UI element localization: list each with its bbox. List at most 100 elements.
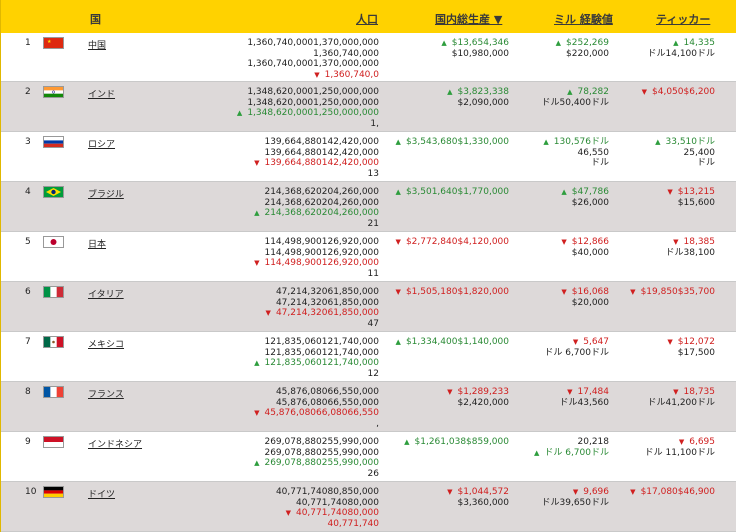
pop-cell: 45,876,08066,550,000 45,876,08066,550,000… (199, 387, 379, 429)
gdp-cell: $1,334,400$1,140,000 (379, 337, 509, 348)
country-link[interactable]: 中国 (88, 41, 107, 51)
pop-value: 1,360,740,0 (199, 70, 379, 81)
tic-value: $15,600 (677, 197, 715, 208)
mil-value: 78,282 (509, 87, 610, 98)
mil-value: $16,068 (509, 287, 609, 298)
tic-cell: $13,215$15,600 (615, 187, 715, 208)
mil-value: 17,484 (509, 387, 610, 398)
gdp-value: $3,543,680$1,330,000 (379, 137, 509, 148)
rank-number: 6 (25, 287, 31, 297)
table-row: 1 ★ 中国 1,360,740,0001,370,000,000 1,360,740,… (1, 33, 736, 82)
header-ticker-sort[interactable]: ティッカー (656, 13, 711, 26)
country-link[interactable]: ドイツ (88, 490, 116, 500)
gdp-value: $1,261,038$859,000 (379, 437, 509, 448)
header-gdp-sort[interactable]: 国内総生産 ▼ (435, 13, 503, 26)
tic-value: 18,735 (615, 387, 716, 398)
table-row: 7 メキシコ 121,835,060121,740,000 121,835,06012… (1, 332, 736, 382)
pop-value: 114,498,900126,920,000 (264, 247, 379, 258)
tic-value: ドル 11,100ドル (644, 447, 715, 458)
gdp-value: $1,505,180$1,820,000 (379, 287, 509, 298)
rank-number: 10 (25, 487, 37, 497)
mil-value: $26,000 (571, 197, 609, 208)
gdp-cell: $1,289,233$2,420,000 (379, 387, 509, 408)
pop-value: 269,078,880255,990,000 (264, 447, 379, 458)
gdp-cell: $1,261,038$859,000 (379, 437, 509, 448)
mil-value: $47,786 (509, 187, 609, 198)
tic-value: 14,335 (615, 38, 716, 49)
rank-number: 4 (25, 187, 31, 197)
country-link[interactable]: フランス (88, 390, 124, 400)
russia-flag-icon (43, 136, 64, 148)
pop-value: 214,368,620204,260,000 (264, 197, 379, 208)
pop-cell: 1,360,740,0001,370,000,000 1,360,740,000 1… (199, 38, 379, 80)
pop-cell: 269,078,880255,990,000 269,078,880255,990… (199, 437, 379, 479)
header-military-sort[interactable]: ミル 経験値 (554, 13, 613, 26)
table-row: 8 フランス 45,876,08066,550,000 45,876,08066,55… (1, 382, 736, 432)
pop-cell: 114,498,900126,920,000 114,498,900126,920… (199, 237, 379, 279)
country-link[interactable]: 日本 (88, 240, 107, 250)
gdp-value: $3,360,000 (457, 497, 509, 508)
mil-value: $40,000 (571, 247, 609, 258)
japan-flag-icon (43, 236, 64, 248)
gdp-value: $3,501,640$1,770,000 (379, 187, 509, 198)
pop-value: 1,348,620,0001,250,000,000 (199, 108, 379, 119)
pop-value: 21 (367, 218, 379, 229)
mil-cell: $16,068$20,000 (509, 287, 609, 308)
country-link[interactable]: ブラジル (88, 190, 124, 200)
pop-cell: 47,214,32061,850,000 47,214,32061,850,000… (199, 287, 379, 329)
country-link[interactable]: イタリア (88, 290, 124, 300)
tic-value: $19,850$35,700 (615, 287, 715, 298)
mil-value: $220,000 (566, 48, 609, 59)
tic-value: $17,500 (677, 347, 715, 358)
table-row: 5 日本 114,498,900126,920,000 114,498,900126,… (1, 232, 736, 282)
header-population-sort[interactable]: 人口 (356, 13, 378, 26)
gdp-value: $10,980,000 (451, 48, 509, 59)
rank-number: 8 (25, 387, 31, 397)
country-link[interactable]: メキシコ (88, 340, 125, 350)
table-row: 10 ドイツ 40,771,74080,850,000 40,771,74080,00… (1, 482, 736, 532)
china-flag-icon: ★ (43, 37, 64, 49)
mil-value: 46,550 (577, 147, 610, 158)
mil-value: 9,696 (509, 487, 609, 498)
country-link[interactable]: インドネシア (88, 440, 143, 450)
tic-value: 6,695 (615, 437, 715, 448)
tic-value: $17,080$46,900 (615, 487, 715, 498)
mil-cell: $252,269$220,000 (509, 38, 609, 59)
gdp-value: $1,289,233 (379, 387, 509, 398)
pop-value: 139,664,880142,420,000 (264, 147, 379, 158)
pop-value: 12 (367, 368, 379, 379)
country-link[interactable]: ロシア (88, 140, 116, 150)
pop-value: 269,078,880255,990,000 (199, 458, 379, 469)
pop-value: 13 (367, 168, 379, 179)
pop-value: 40,771,74080,000 (199, 508, 379, 519)
pop-value: 269,078,880255,990,000 (264, 437, 379, 447)
table-row: 6 イタリア 47,214,32061,850,000 47,214,32061,85… (1, 282, 736, 332)
rank-number: 9 (25, 437, 31, 447)
table-row: 2 インド 1,348,620,0001,250,000,000 1,348,620,… (1, 82, 736, 132)
table-row: 9 インドネシア 269,078,880255,990,000 269,078,880… (1, 432, 736, 482)
mil-value: ドル (590, 158, 609, 168)
tic-value: $12,072 (615, 337, 715, 348)
country-link[interactable]: インド (88, 90, 116, 100)
pop-value: 139,664,880142,420,000 (199, 158, 379, 169)
rank-number: 1 (25, 38, 31, 48)
tic-value: 18,385 (615, 237, 716, 248)
gdp-value: $13,654,346 (379, 38, 509, 49)
pop-value: 1,348,620,0001,250,000,000 (247, 97, 379, 108)
germany-flag-icon (43, 486, 64, 498)
pop-value: 114,498,900126,920,000 (199, 258, 379, 269)
mil-value: 130,576ドル (509, 137, 609, 148)
table-row: 3 ロシア 139,664,880142,420,000 139,664,880142… (1, 132, 736, 182)
pop-value: 214,368,620204,260,000 (199, 208, 379, 219)
mil-value: ドル43,560 (559, 397, 610, 408)
pop-value: 47 (367, 318, 379, 329)
mil-value: ドル 6,700ドル (544, 347, 609, 358)
gdp-value: $3,823,338 (379, 87, 509, 98)
